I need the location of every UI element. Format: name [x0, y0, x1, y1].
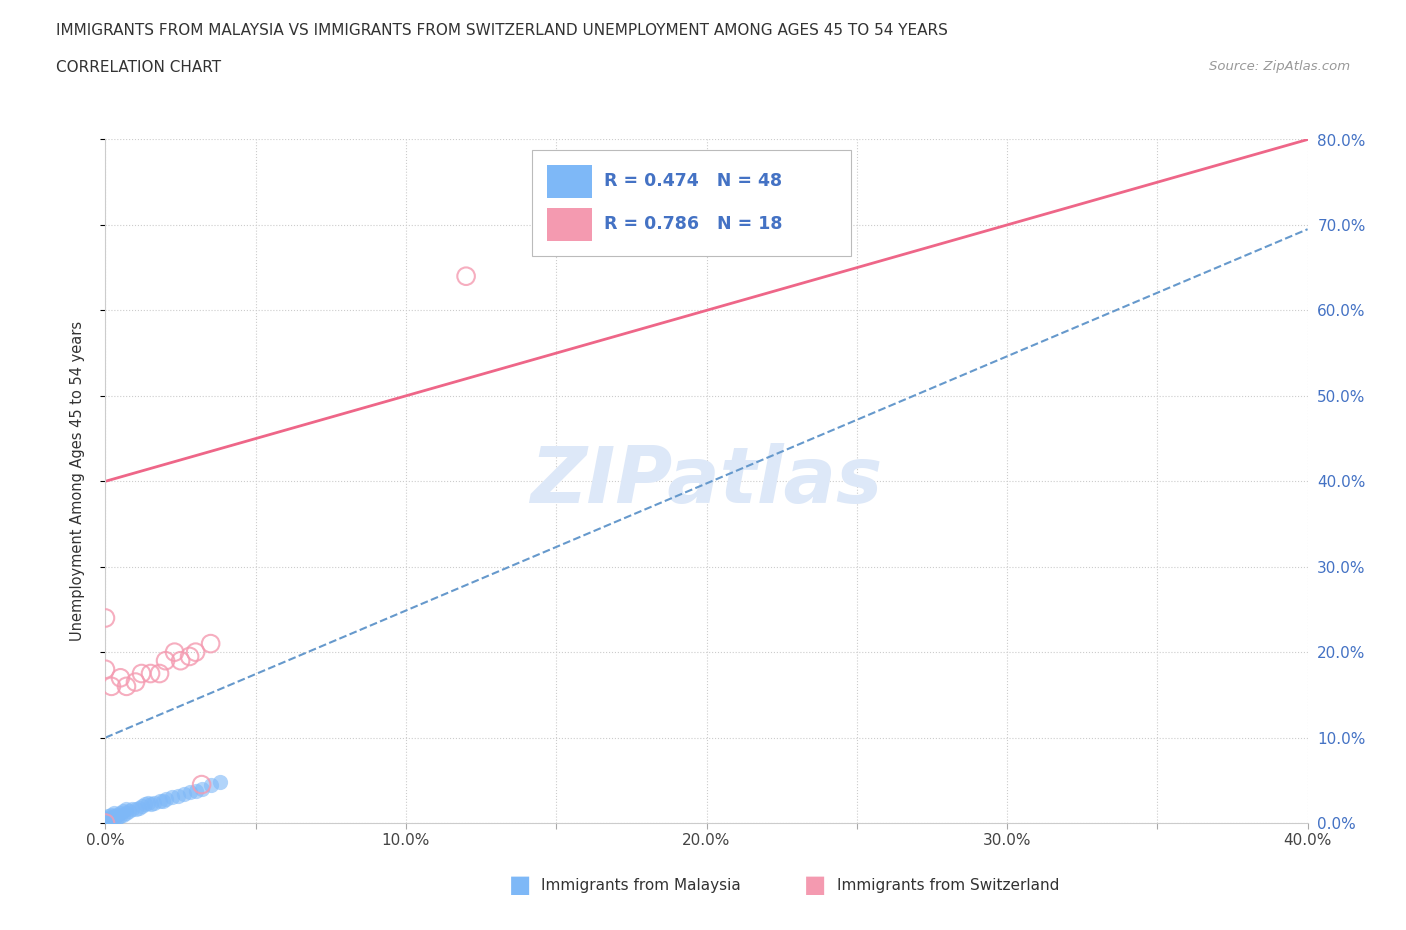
Point: [94, 816, 117, 830]
Y-axis label: Unemployment Among Ages 45 to 54 years: Unemployment Among Ages 45 to 54 years: [70, 321, 84, 642]
Point: [100, 679, 122, 694]
Point: [124, 802, 146, 817]
Point: [107, 810, 129, 825]
Point: [103, 805, 125, 820]
Point: [110, 805, 132, 820]
Point: [110, 671, 132, 685]
Point: [94, 810, 117, 825]
Text: R = 0.786   N = 18: R = 0.786 N = 18: [605, 215, 783, 233]
Text: ■: ■: [509, 873, 531, 897]
Point: [94, 814, 117, 829]
Point: [208, 775, 231, 790]
Point: [200, 636, 222, 651]
Point: [148, 666, 170, 681]
Point: [200, 778, 222, 793]
Point: [139, 666, 162, 681]
Point: [100, 810, 122, 825]
Bar: [547, 208, 592, 241]
Point: [121, 802, 143, 817]
Point: [115, 805, 138, 820]
Text: CORRELATION CHART: CORRELATION CHART: [56, 60, 221, 75]
Point: [100, 807, 122, 822]
Point: [131, 799, 153, 814]
Point: [94, 811, 117, 826]
Point: [103, 809, 125, 824]
Point: [94, 816, 117, 830]
Point: [94, 816, 117, 830]
Point: [166, 789, 188, 804]
Text: Source: ZipAtlas.com: Source: ZipAtlas.com: [1209, 60, 1350, 73]
Text: ■: ■: [804, 873, 827, 897]
Point: [112, 804, 135, 818]
Point: [179, 649, 201, 664]
Point: [190, 781, 212, 796]
Point: [94, 813, 117, 828]
Point: [110, 809, 132, 824]
Point: [94, 812, 117, 827]
Point: [139, 797, 162, 812]
Point: [136, 795, 159, 810]
Point: [148, 793, 170, 808]
Point: [97, 816, 120, 830]
Point: [107, 807, 129, 822]
Point: [97, 812, 120, 827]
Text: ZIPatlas: ZIPatlas: [530, 444, 883, 519]
Point: [179, 785, 201, 800]
Point: [112, 807, 135, 822]
Point: [142, 795, 165, 810]
Point: [118, 804, 141, 818]
Point: [155, 791, 177, 806]
Point: [124, 674, 146, 689]
Point: [115, 679, 138, 694]
Text: R = 0.474   N = 48: R = 0.474 N = 48: [605, 172, 783, 191]
Point: [184, 644, 207, 659]
Text: Immigrants from Switzerland: Immigrants from Switzerland: [837, 878, 1059, 893]
Point: [169, 653, 191, 668]
Point: [94, 816, 117, 830]
Bar: [547, 165, 592, 197]
Text: IMMIGRANTS FROM MALAYSIA VS IMMIGRANTS FROM SWITZERLAND UNEMPLOYMENT AMONG AGES : IMMIGRANTS FROM MALAYSIA VS IMMIGRANTS F…: [56, 23, 948, 38]
Point: [454, 269, 477, 284]
Point: [155, 653, 177, 668]
Point: [152, 793, 174, 808]
Point: [103, 811, 125, 826]
Point: [94, 662, 117, 677]
Point: [131, 666, 153, 681]
Point: [128, 800, 150, 815]
Point: [115, 802, 138, 817]
Text: Immigrants from Malaysia: Immigrants from Malaysia: [541, 878, 741, 893]
Point: [97, 814, 120, 829]
Point: [184, 783, 207, 798]
Point: [163, 644, 186, 659]
Point: [173, 787, 195, 802]
Point: [134, 797, 156, 812]
Point: [97, 809, 120, 824]
FancyBboxPatch shape: [533, 150, 851, 256]
Point: [190, 777, 212, 792]
Point: [94, 816, 117, 830]
Point: [160, 790, 183, 804]
Point: [94, 816, 117, 830]
Point: [100, 813, 122, 828]
Point: [94, 611, 117, 626]
